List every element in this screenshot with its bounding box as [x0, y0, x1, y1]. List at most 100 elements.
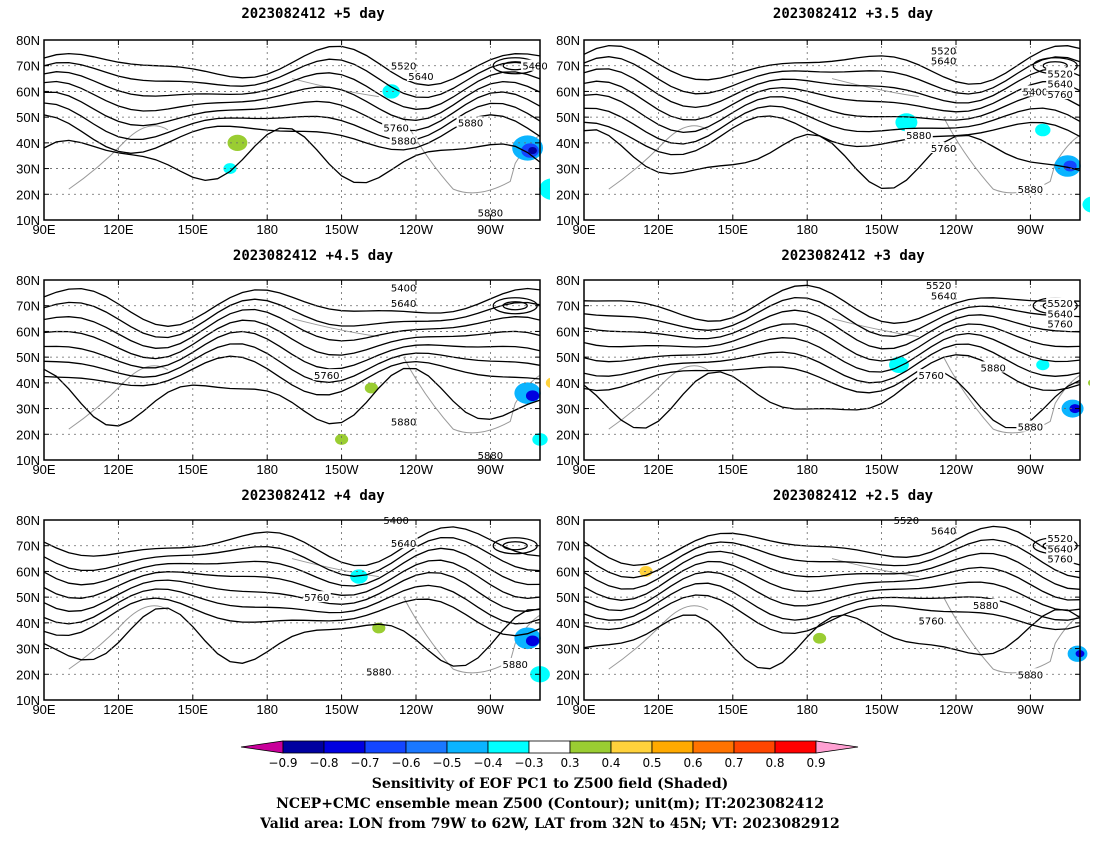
- colorbar-swatch: [282, 740, 325, 754]
- colorbar-high-triangle: [815, 740, 859, 754]
- map-frame: [583, 519, 1081, 701]
- lon-tick-label: 150W: [325, 702, 360, 717]
- lon-tick-label: 120E: [643, 702, 674, 717]
- lat-tick-label: 40N: [16, 616, 40, 631]
- colorbar-swatch: [446, 740, 489, 754]
- lat-tick-label: 70N: [16, 539, 40, 554]
- lat-tick-label: 30N: [16, 402, 40, 417]
- colorbar-swatch: [528, 740, 571, 754]
- lat-tick-label: 80N: [16, 33, 40, 48]
- lat-tick-label: 70N: [556, 299, 580, 314]
- contour-label-bg: [929, 289, 958, 301]
- contour-label-bg: [1046, 552, 1075, 564]
- contour-label: 5880: [391, 417, 416, 428]
- contour-label: 5880: [906, 131, 931, 142]
- colorbar: −0.9 −0.8 −0.7 −0.6 −0.5 −0.4 −0.3 0.3 0.4 0.5 0.6…: [240, 740, 859, 770]
- caption-line-2: NCEP+CMC ensemble mean Z500 (Contour); u…: [276, 796, 824, 812]
- colorbar-label: 0.5: [642, 756, 661, 770]
- map-frame: [43, 519, 541, 701]
- contour-label-bg: [389, 59, 418, 71]
- lat-tick-label: 30N: [556, 642, 580, 657]
- map-frame: [43, 279, 541, 461]
- contour-label: 5520: [1047, 534, 1072, 545]
- lon-tick-label: 90W: [1017, 462, 1044, 477]
- contour-label-bg: [1016, 183, 1045, 195]
- lat-tick-label: 50N: [556, 590, 580, 605]
- contour-label-bg: [476, 206, 505, 218]
- lat-tick-label: 80N: [16, 273, 40, 288]
- coast-alaska: [291, 318, 379, 338]
- lon-tick-label: 150E: [718, 702, 749, 717]
- colorbar-low-triangle: [240, 740, 284, 754]
- lat-tick-label: 20N: [556, 427, 580, 442]
- sensitivity-shading: [364, 382, 378, 394]
- colorbar-swatch: [774, 740, 817, 754]
- lon-tick-label: 150W: [865, 702, 900, 717]
- contour-label: 5520: [931, 46, 956, 57]
- lon-tick-label: 120W: [939, 702, 974, 717]
- z500-contour: [583, 571, 1081, 612]
- contour-label: 5640: [391, 299, 416, 310]
- panel-title: 2023082412 +4 day: [241, 488, 385, 504]
- contour-label: 5640: [931, 57, 956, 68]
- lat-tick-label: 30N: [16, 162, 40, 177]
- contour-label-bg: [1016, 420, 1045, 432]
- contour-label: 5640: [1047, 544, 1072, 555]
- panel-title: 2023082412 +4.5 day: [232, 248, 394, 264]
- lat-tick-label: 40N: [16, 376, 40, 391]
- map-plot: 5400564057605880552056405760588058805400…: [16, 273, 550, 477]
- colorbar-label: −0.7: [350, 756, 379, 770]
- colorbar-swatch: [651, 740, 694, 754]
- contour-label-bg: [382, 121, 411, 133]
- lon-tick-label: 120E: [103, 222, 134, 237]
- lon-tick-label: 120E: [103, 702, 134, 717]
- z500-contours: [43, 45, 541, 184]
- lat-tick-label: 10N: [16, 453, 40, 468]
- lon-tick-label: 180: [796, 462, 818, 477]
- colorbar-swatch: [569, 740, 612, 754]
- contour-label-bg: [904, 129, 933, 141]
- z500-contour: [43, 298, 541, 339]
- contour-label-bg: [971, 598, 1000, 610]
- contour-label: 5520: [391, 62, 416, 73]
- lon-tick-label: 90W: [477, 702, 504, 717]
- z500-contour: [583, 323, 1081, 362]
- contour-label: 5640: [931, 526, 956, 537]
- z500-contour: [43, 308, 541, 349]
- lat-tick-label: 80N: [556, 513, 580, 528]
- colorbar-label: 0.9: [806, 756, 825, 770]
- contour-label: 5640: [391, 539, 416, 550]
- lat-tick-label: 40N: [556, 136, 580, 151]
- z500-contour: [583, 284, 1081, 324]
- coastlines: [68, 558, 541, 674]
- lat-tick-label: 50N: [16, 590, 40, 605]
- contour-label-bg: [312, 369, 341, 381]
- contour-label: 5520: [894, 516, 919, 527]
- lat-tick-label: 60N: [556, 564, 580, 579]
- contour-label-bg: [929, 142, 958, 153]
- lon-tick-label: 120W: [399, 462, 434, 477]
- lat-tick-label: 10N: [16, 213, 40, 228]
- lon-tick-label: 180: [256, 702, 278, 717]
- z500-contour: [583, 105, 1081, 145]
- z500-contour: [43, 584, 541, 625]
- colorbar-label: 0.7: [724, 756, 743, 770]
- contour-label-bg: [389, 297, 418, 309]
- lon-tick-label: 150E: [178, 462, 209, 477]
- contour-label-bg: [917, 614, 946, 626]
- contour-label-bg: [1046, 532, 1075, 543]
- contour-label-bg: [1046, 88, 1075, 99]
- contour-label-bg: [917, 369, 946, 381]
- colorbar-label: −0.9: [268, 756, 297, 770]
- z500-contour: [43, 80, 541, 122]
- contour-label: 5640: [931, 291, 956, 302]
- z500-contour: [583, 525, 1081, 567]
- lat-tick-label: 70N: [16, 59, 40, 74]
- z500-contour: [43, 127, 541, 184]
- z500-contour: [583, 80, 1081, 121]
- map-panel-p4: 2023082412 +3 day 5520 5640 5760 5880 5520 564…: [540, 240, 1090, 480]
- contour-label-bg: [1046, 297, 1075, 309]
- colorbar-label: 0.6: [683, 756, 702, 770]
- z500-contour: [583, 538, 1081, 579]
